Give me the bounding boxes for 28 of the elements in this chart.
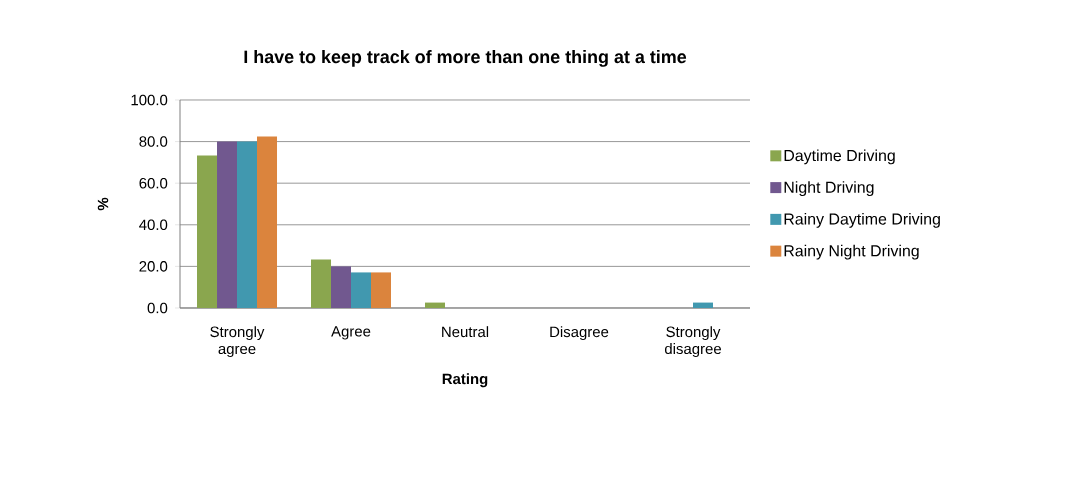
bar <box>351 272 372 308</box>
bar <box>693 302 714 308</box>
y-tick-label: 0.0 <box>147 302 168 314</box>
bar <box>311 259 332 308</box>
legend-label: Daytime Driving <box>784 149 895 165</box>
bar <box>371 272 392 308</box>
y-tick-label: 40.0 <box>139 219 168 231</box>
x-tick-label: Strongly agree <box>210 326 265 358</box>
bar <box>237 141 258 308</box>
y-tick-label: 80.0 <box>139 136 168 147</box>
bar <box>197 155 218 308</box>
x-tick-label: Agree <box>331 326 371 340</box>
bar <box>257 136 278 308</box>
bar <box>331 266 352 308</box>
x-tick-label: Neutral <box>442 326 489 338</box>
x-tick-label: Disagree <box>550 326 609 341</box>
y-tick-label: 60.0 <box>139 177 168 189</box>
legend-label: Night Driving <box>784 181 874 197</box>
x-axis-title: Rating <box>442 373 488 388</box>
y-tick-label: 100.0 <box>131 94 168 106</box>
legend-label: Rainy Daytime Driving <box>784 212 940 228</box>
legend-label: Rainy Night Driving <box>784 244 919 260</box>
bar <box>425 302 446 308</box>
x-tick-label: Strongly disagree <box>664 326 721 358</box>
bar <box>217 141 238 308</box>
chart-title: I have to keep track of more than one thing at a time <box>244 50 687 67</box>
y-tick-label: 20.0 <box>139 261 168 272</box>
y-axis-title: % <box>97 197 109 211</box>
